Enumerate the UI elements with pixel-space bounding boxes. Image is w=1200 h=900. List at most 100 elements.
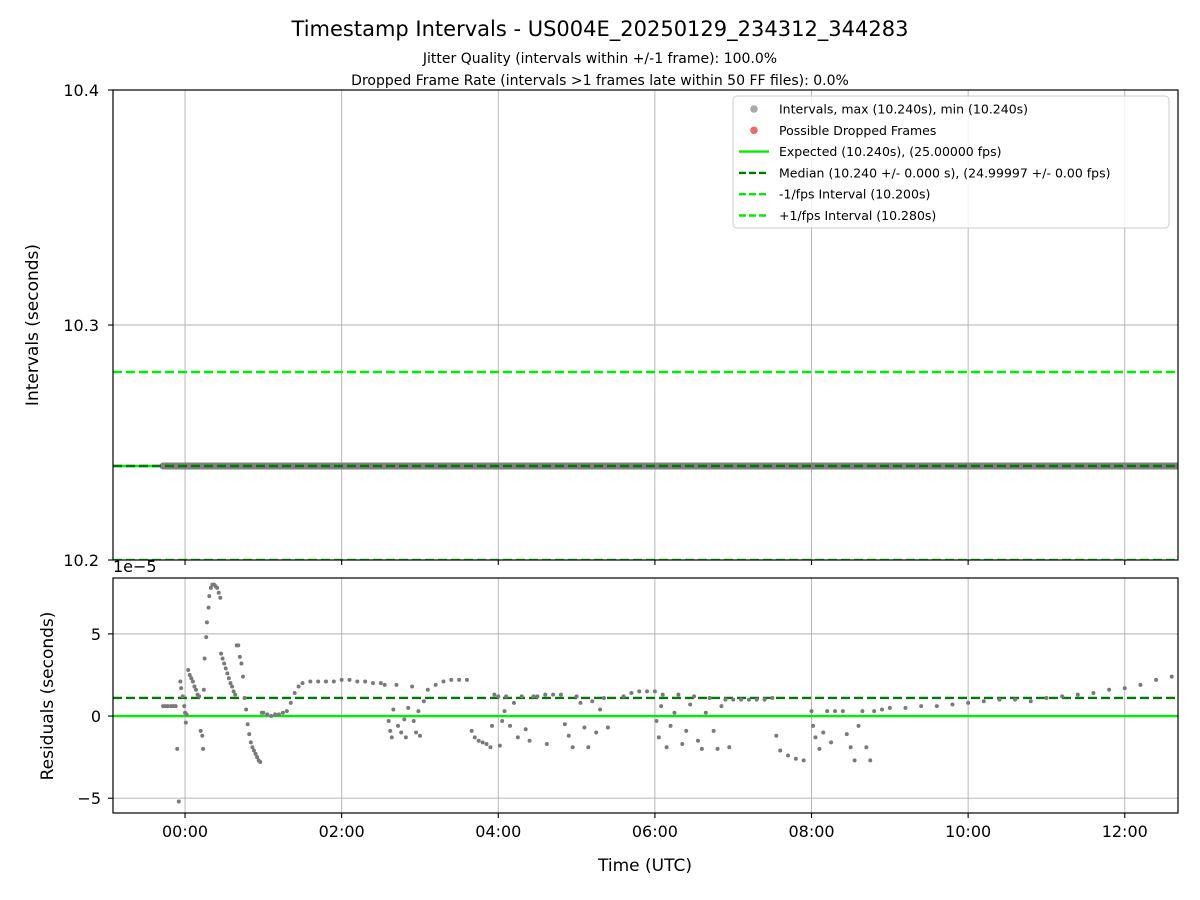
residual-point: [219, 651, 224, 656]
legend-label: -1/fps Interval (10.200s): [779, 187, 930, 202]
residual-point: [997, 697, 1002, 702]
residual-point: [919, 704, 924, 709]
residual-point: [860, 709, 865, 714]
residual-point: [231, 689, 236, 694]
residual-point: [258, 760, 263, 765]
residual-point: [502, 709, 507, 714]
residual-point: [903, 705, 908, 710]
x-tick-label: 00:00: [162, 822, 208, 841]
residual-point: [288, 700, 293, 705]
residual-point: [226, 676, 231, 681]
x-tick-label: 06:00: [632, 822, 678, 841]
residual-point: [233, 692, 238, 697]
residual-point: [476, 738, 481, 743]
top-panel-ylabel: Intervals (seconds): [23, 244, 43, 406]
residual-point: [811, 723, 816, 728]
residual-point: [230, 684, 235, 689]
residual-point: [255, 755, 260, 760]
residual-point: [848, 745, 853, 750]
residual-point: [228, 681, 233, 686]
residual-point: [201, 687, 206, 692]
residual-point: [731, 697, 736, 702]
residual-point: [508, 723, 513, 728]
residual-point: [1122, 686, 1127, 691]
residual-point: [198, 728, 203, 733]
x-tick-label: 02:00: [319, 822, 365, 841]
residual-point: [406, 705, 411, 710]
residual-point: [562, 722, 567, 727]
residual-point: [1028, 699, 1033, 704]
residual-point: [389, 735, 394, 740]
residual-point: [449, 677, 454, 682]
residual-point: [786, 753, 791, 758]
residual-point: [370, 681, 375, 686]
residual-point: [225, 671, 230, 676]
residual-point: [308, 679, 313, 684]
residual-point: [688, 702, 693, 707]
bottom-y-tick-label: 5: [91, 625, 101, 644]
residual-point: [269, 714, 274, 719]
residual-point: [187, 672, 192, 677]
residual-point: [715, 746, 720, 751]
residual-point: [253, 751, 258, 756]
residual-point: [273, 712, 278, 717]
residual-point: [433, 682, 438, 687]
residual-point: [762, 697, 767, 702]
residual-point: [527, 738, 532, 743]
residual-point: [637, 689, 642, 694]
residual-point: [774, 733, 779, 738]
residual-point: [934, 704, 939, 709]
residual-point: [570, 745, 575, 750]
residual-point: [852, 758, 857, 763]
residual-point: [186, 668, 191, 673]
residual-point: [1060, 694, 1065, 699]
residual-point: [840, 709, 845, 714]
residual-point: [165, 704, 170, 709]
residual-point: [206, 605, 211, 610]
residual-point: [347, 677, 352, 682]
chart-subtitle-dropped: Dropped Frame Rate (intervals >1 frames …: [351, 73, 849, 89]
residual-point: [872, 709, 877, 714]
top-panel-plot: [113, 370, 1178, 560]
bottom-panel-ticks: −5 0 5: [77, 625, 113, 808]
residual-point: [684, 728, 689, 733]
residual-point: [981, 699, 986, 704]
residual-point: [856, 723, 861, 728]
residual-point: [410, 684, 415, 689]
residual-point: [441, 679, 446, 684]
bottom-panel-ylabel: Residuals (seconds): [38, 612, 58, 781]
residual-point: [601, 695, 606, 700]
residual-point: [668, 723, 673, 728]
residual-point: [215, 585, 220, 590]
residual-point: [496, 694, 501, 699]
legend-label: Median (10.240 +/- 0.000 s), (24.99997 +…: [779, 165, 1110, 180]
residual-point: [265, 712, 270, 717]
residual-point: [676, 692, 681, 697]
residual-point: [594, 730, 599, 735]
residual-point: [457, 677, 462, 682]
residual-point: [711, 728, 716, 733]
residual-point: [703, 710, 708, 715]
residual-point: [629, 691, 634, 696]
residual-point: [488, 745, 493, 750]
residual-point: [204, 635, 209, 640]
residual-point: [197, 694, 202, 699]
x-tick-label: 10:00: [945, 822, 991, 841]
residual-point: [244, 707, 249, 712]
residual-point: [396, 723, 401, 728]
residual-point: [519, 694, 524, 699]
residual-point: [656, 735, 661, 740]
top-y-tick-label: 10.3: [63, 316, 99, 335]
chart-title: Timestamp Intervals - US004E_20250129_23…: [291, 17, 909, 42]
residual-point: [950, 702, 955, 707]
residual-point: [378, 681, 383, 686]
residual-point: [817, 746, 822, 751]
residual-point: [1091, 691, 1096, 696]
residual-point: [515, 735, 520, 740]
x-tick-label: 08:00: [788, 822, 834, 841]
residual-point: [492, 692, 497, 697]
bottom-y-tick-label: −5: [77, 789, 101, 808]
residual-point: [175, 746, 180, 751]
residual-point: [586, 745, 591, 750]
bottom-panel-plot: [113, 582, 1178, 804]
